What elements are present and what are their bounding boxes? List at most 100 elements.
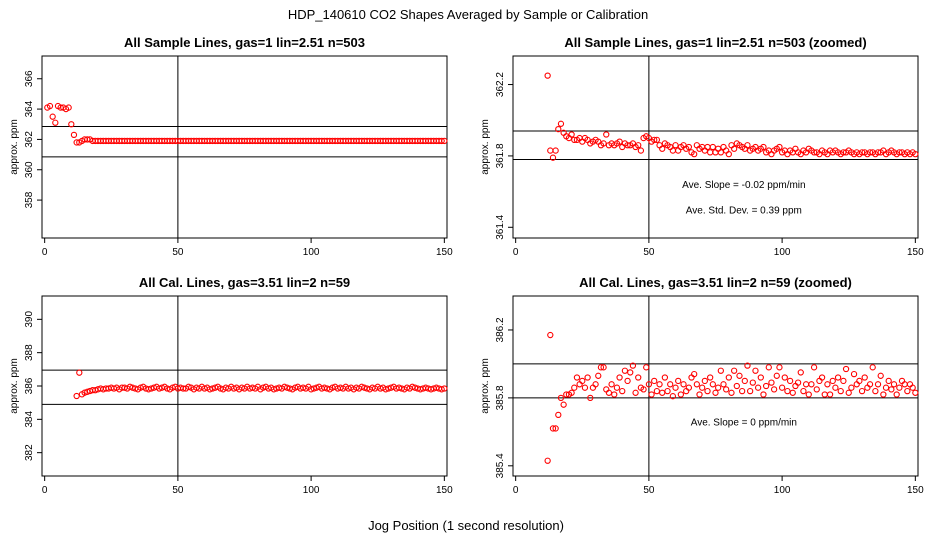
data-point [725, 374, 732, 381]
data-point [307, 386, 315, 393]
data-point [584, 374, 591, 381]
data-point [693, 142, 700, 149]
data-point [629, 362, 637, 369]
x-tick-label: 150 [436, 247, 453, 258]
data-point [544, 457, 551, 464]
data-point [126, 383, 134, 390]
data-point [765, 364, 772, 371]
data-point [672, 384, 679, 391]
data-point [808, 381, 815, 388]
data-point [770, 386, 778, 393]
data-point [129, 384, 136, 391]
data-point [635, 142, 642, 149]
data-point [560, 401, 567, 408]
data-point [613, 384, 621, 391]
data-point [547, 331, 554, 339]
data-point [744, 142, 751, 149]
y-axis-label: approx. ppm [9, 119, 20, 175]
data-point [180, 385, 187, 392]
data-point [778, 384, 786, 391]
x-tick-label: 50 [643, 247, 655, 258]
data-point [760, 391, 767, 398]
panel-title: All Cal. Lines, gas=3.51 lin=2 n=59 [139, 275, 350, 290]
data-point [81, 389, 88, 396]
data-point [651, 377, 658, 385]
x-tick-label: 150 [436, 485, 453, 496]
data-point [579, 138, 586, 145]
y-axis-label: approx. ppm [480, 358, 491, 414]
data-point [882, 384, 890, 391]
data-point [890, 381, 898, 388]
y-tick-label: 385.4 [495, 453, 506, 478]
y-axis-label: approx. ppm [9, 358, 20, 414]
data-point [595, 372, 602, 379]
y-tick-label: 385.8 [495, 385, 506, 410]
data-point [547, 147, 554, 154]
data-point [909, 384, 916, 391]
data-point [281, 383, 288, 390]
data-point [744, 362, 751, 369]
data-point [880, 391, 887, 398]
data-point [821, 391, 828, 398]
panel-cal-lines-zoomed: All Cal. Lines, gas=3.51 lin=2 n=59 (zoo… [480, 275, 924, 496]
panel-cal-lines: All Cal. Lines, gas=3.51 lin=2 n=59 appr… [9, 275, 453, 496]
data-point [92, 387, 99, 394]
data-point [637, 147, 645, 154]
panel-sample-lines: All Sample Lines, gas=1 lin=2.51 n=503 a… [9, 35, 453, 258]
data-point [768, 379, 775, 386]
data-point [826, 391, 834, 398]
data-point [885, 377, 892, 385]
data-point [699, 384, 706, 391]
data-point [797, 369, 804, 376]
data-point [156, 385, 163, 392]
data-point [888, 386, 895, 393]
data-point [552, 147, 559, 154]
data-point [46, 102, 54, 110]
y-tick-label: 366 [24, 70, 35, 87]
data-point [728, 142, 735, 149]
x-tick-label: 150 [907, 247, 924, 258]
data-point [691, 370, 698, 378]
data-point [568, 131, 575, 138]
figure-xlabel: Jog Position (1 second resolution) [368, 518, 564, 533]
data-point [283, 384, 291, 391]
data-point [723, 386, 730, 393]
data-point [896, 149, 903, 156]
data-point [145, 386, 152, 393]
data-point [600, 140, 607, 147]
data-point [659, 145, 666, 152]
data-point [709, 143, 716, 151]
data-point [840, 377, 847, 385]
data-point [845, 389, 852, 396]
data-point [640, 386, 647, 393]
data-point [571, 136, 578, 144]
data-point [794, 379, 802, 386]
data-point [209, 385, 216, 392]
data-point [76, 369, 83, 376]
data-point [776, 364, 783, 371]
x-tick-label: 100 [774, 247, 791, 258]
data-point [552, 425, 559, 432]
data-point [675, 377, 682, 385]
data-point [672, 142, 679, 149]
figure-title: HDP_140610 CO2 Shapes Averaged by Sample… [288, 7, 648, 22]
data-point [866, 149, 874, 156]
data-point [664, 387, 671, 395]
data-point [712, 149, 719, 156]
data-point [587, 394, 594, 402]
data-point [872, 387, 879, 395]
data-point [358, 383, 365, 390]
data-point [661, 374, 669, 381]
data-point [573, 374, 581, 381]
data-point [680, 381, 687, 388]
data-point [728, 389, 735, 396]
data-point [912, 389, 919, 396]
plot-frame [512, 55, 919, 239]
data-point [858, 149, 866, 156]
data-point [270, 386, 277, 393]
y-tick-label: 388 [24, 344, 35, 361]
data-point [866, 381, 874, 388]
data-point [185, 383, 192, 390]
data-point [717, 149, 724, 156]
